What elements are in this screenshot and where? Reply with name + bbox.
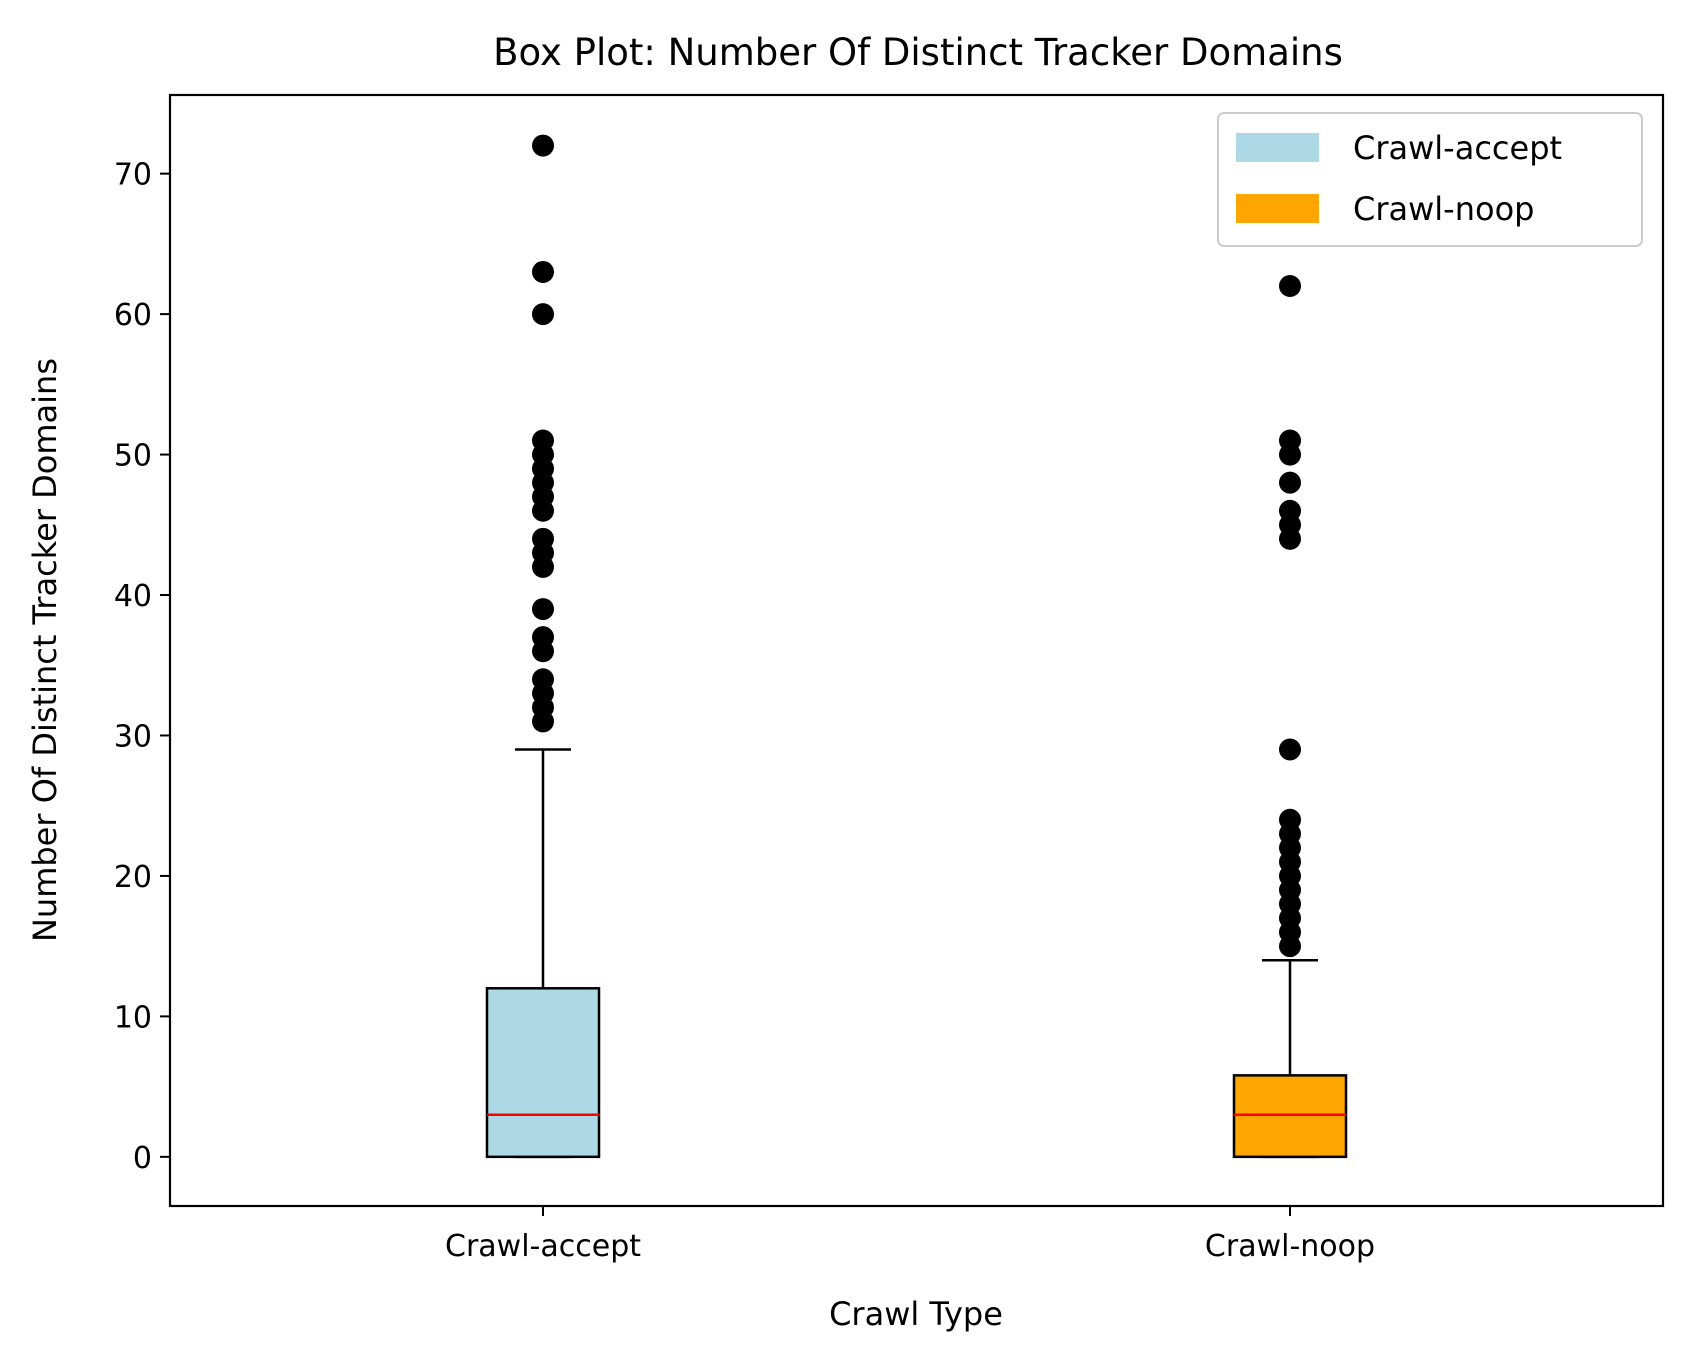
plot-area (170, 95, 1663, 1206)
x-axis: Crawl-accept Crawl-noop (445, 1206, 1375, 1264)
legend-label-crawl-accept: Crawl-accept (1353, 129, 1562, 167)
y-tick-label: 0 (133, 1141, 152, 1176)
y-tick-label: 50 (114, 439, 152, 474)
outlier-point-crawl-accept (532, 598, 554, 621)
legend: Crawl-accept Crawl-noop (1217, 112, 1643, 247)
legend-swatch-crawl-noop (1236, 194, 1319, 223)
boxes-group (485, 134, 1348, 1159)
y-axis-label: Number Of Distinct Tracker Domains (26, 358, 64, 942)
outlier-point-crawl-accept (532, 626, 554, 649)
y-tick-label: 60 (114, 298, 152, 333)
plot-background (170, 95, 1663, 1206)
y-tick-label: 30 (114, 719, 152, 754)
outlier-point-crawl-accept (532, 134, 554, 157)
box-crawl-noop (1232, 1074, 1348, 1159)
outlier-point-crawl-noop (1279, 499, 1301, 522)
outlier-point-crawl-accept (532, 429, 554, 452)
plot-frame (168, 93, 1665, 1208)
outlier-point-crawl-noop (1279, 429, 1301, 452)
x-axis-label: Crawl Type (829, 1295, 1003, 1333)
outlier-point-crawl-accept (532, 527, 554, 550)
y-tick-label: 20 (114, 860, 152, 895)
outlier-point-crawl-noop (1279, 275, 1301, 298)
outlier-point-crawl-noop (1279, 471, 1301, 494)
y-tick-label: 70 (114, 158, 152, 193)
outlier-point-crawl-accept (532, 303, 554, 326)
legend-label-crawl-noop: Crawl-noop (1353, 190, 1534, 228)
y-tick-label: 40 (114, 579, 152, 614)
outlier-point-crawl-accept (532, 668, 554, 691)
box-crawl-accept (485, 987, 601, 1159)
legend-swatch-crawl-accept (1236, 133, 1319, 162)
legend-frame (1217, 112, 1643, 247)
outlier-point-crawl-noop (1279, 738, 1301, 761)
outlier-point-crawl-noop (1279, 808, 1301, 831)
x-tick-label-crawl-noop: Crawl-noop (1205, 1229, 1375, 1264)
y-axis: 0 10 20 30 40 50 60 70 (114, 158, 170, 1176)
chart-title: Box Plot: Number Of Distinct Tracker Dom… (493, 31, 1343, 74)
outlier-point-crawl-accept (532, 260, 554, 283)
x-tick-label-crawl-accept: Crawl-accept (445, 1229, 641, 1264)
y-tick-label: 10 (114, 1000, 152, 1035)
